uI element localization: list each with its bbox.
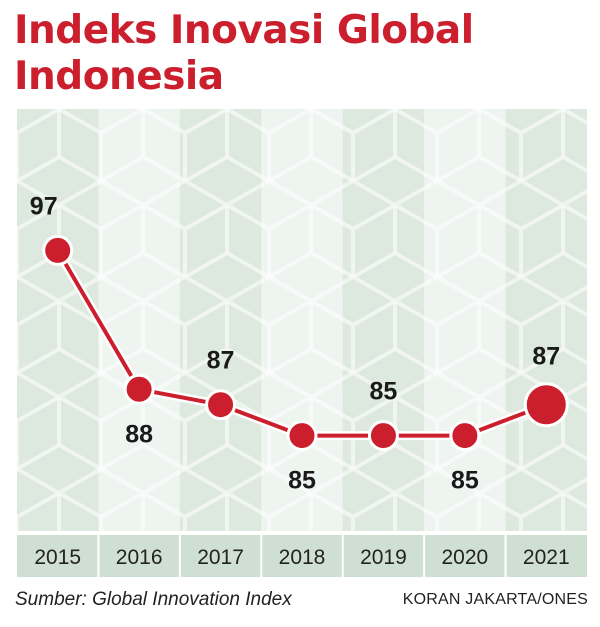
data-label: 85 <box>370 378 398 406</box>
pattern-overlay <box>17 109 587 531</box>
data-label: 87 <box>532 343 560 371</box>
x-tick-label: 2021 <box>523 546 570 569</box>
data-label: 97 <box>30 192 58 220</box>
x-tick-label: 2019 <box>360 546 407 569</box>
x-tick-label: 2016 <box>116 546 163 569</box>
x-axis-band <box>17 535 587 577</box>
x-tick-label: 2017 <box>197 546 244 569</box>
chart-title: Indeks Inovasi Global Indonesia <box>14 8 474 99</box>
data-label: 85 <box>288 467 316 495</box>
chart-area: 2015 2016 2017 2018 2019 2020 2021 97 88 87 85 85 8… <box>17 109 587 579</box>
credit-note: KORAN JAKARTA/ONES <box>402 591 588 608</box>
source-note: Sumber: Global Innovation Index <box>15 589 292 610</box>
x-axis: 2015 2016 2017 2018 2019 2020 2021 <box>17 535 587 577</box>
line-chart: 2015 2016 2017 2018 2019 2020 2021 97 88 87 85 85 8… <box>17 109 587 577</box>
x-tick-label: 2015 <box>34 546 81 569</box>
data-point <box>42 234 74 266</box>
data-label: 85 <box>451 467 479 495</box>
data-point <box>286 420 318 452</box>
data-point <box>367 420 399 452</box>
x-tick-label: 2018 <box>279 546 326 569</box>
data-point <box>205 389 237 421</box>
data-labels: 97 88 87 85 85 85 87 <box>30 192 560 494</box>
data-point <box>523 382 569 428</box>
data-point <box>449 420 481 452</box>
data-points <box>42 234 569 452</box>
data-label: 88 <box>125 420 153 448</box>
data-label: 87 <box>207 347 235 375</box>
data-point <box>123 373 155 405</box>
x-tick-label: 2020 <box>441 546 488 569</box>
